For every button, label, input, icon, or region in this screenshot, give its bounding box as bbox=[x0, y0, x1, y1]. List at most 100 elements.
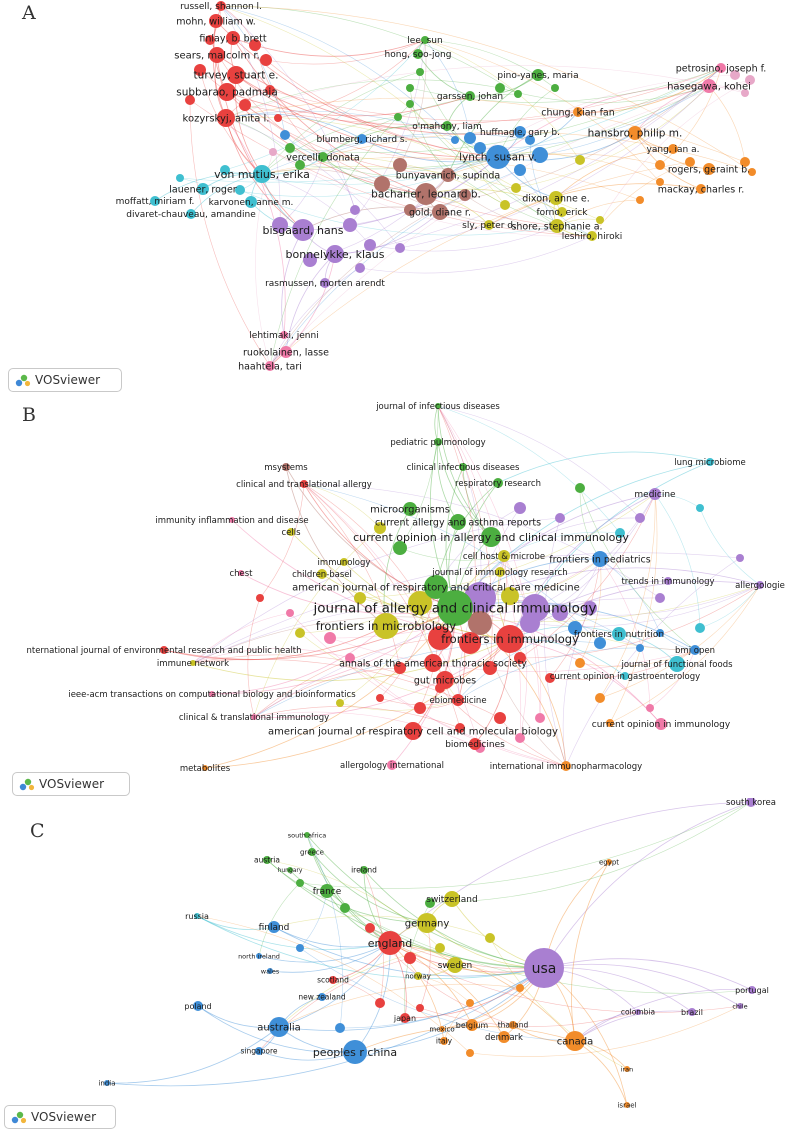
author-node bbox=[320, 278, 330, 288]
journal-link bbox=[497, 451, 711, 484]
country-label: germany bbox=[405, 919, 450, 930]
country-node bbox=[340, 903, 350, 913]
author-link bbox=[254, 44, 324, 158]
country-label: hungary bbox=[278, 867, 303, 874]
author-link bbox=[479, 85, 710, 149]
journal-label: trends in immunology bbox=[621, 577, 714, 587]
journal-link bbox=[599, 493, 656, 699]
country-link bbox=[196, 915, 391, 950]
author-link bbox=[289, 147, 449, 178]
author-node bbox=[514, 126, 526, 138]
author-link bbox=[322, 136, 456, 158]
panel-letter: A bbox=[22, 2, 36, 24]
author-link bbox=[708, 85, 746, 163]
journal-link bbox=[579, 649, 696, 667]
author-node bbox=[550, 219, 564, 233]
author-node bbox=[220, 165, 230, 175]
author-node bbox=[194, 64, 206, 76]
author-link bbox=[154, 172, 263, 202]
journal-node bbox=[561, 761, 571, 771]
journal-link bbox=[457, 627, 576, 701]
author-node bbox=[549, 191, 563, 205]
author-label: rogers, geraint b. bbox=[668, 164, 750, 175]
country-link bbox=[389, 942, 473, 1026]
author-label: yang, ian a. bbox=[647, 145, 700, 155]
journal-link bbox=[163, 607, 456, 660]
country-label: russia bbox=[185, 912, 209, 921]
author-node bbox=[596, 216, 604, 224]
country-node bbox=[447, 957, 463, 973]
author-link bbox=[244, 104, 449, 176]
author-link bbox=[399, 39, 427, 166]
journal-link bbox=[192, 552, 741, 664]
country-link bbox=[106, 1026, 280, 1084]
journal-label: biomedicines bbox=[445, 740, 505, 750]
country-link bbox=[273, 926, 545, 977]
journal-label: current allergy and asthma reports bbox=[375, 517, 541, 528]
author-node bbox=[421, 36, 429, 44]
author-node bbox=[253, 165, 271, 183]
journal-node bbox=[202, 765, 208, 771]
country-link bbox=[429, 801, 752, 904]
vosviewer-label: VOSviewer bbox=[31, 1110, 97, 1124]
journal-node bbox=[190, 660, 196, 666]
journal-link bbox=[562, 607, 591, 767]
country-node bbox=[255, 1047, 263, 1055]
journal-node bbox=[664, 577, 672, 585]
journal-node bbox=[649, 488, 661, 500]
journal-link bbox=[437, 405, 541, 719]
country-link bbox=[273, 915, 491, 939]
author-link bbox=[220, 5, 519, 95]
author-node bbox=[364, 239, 376, 251]
author-link bbox=[225, 65, 746, 119]
author-link bbox=[591, 79, 751, 237]
author-link bbox=[216, 54, 304, 231]
country-label: poland bbox=[184, 1002, 211, 1011]
author-node bbox=[464, 132, 476, 144]
author-link bbox=[224, 39, 426, 171]
country-link bbox=[197, 1005, 356, 1053]
author-link bbox=[220, 5, 456, 141]
journal-node bbox=[555, 513, 565, 523]
country-link bbox=[311, 851, 428, 924]
author-link bbox=[634, 85, 710, 134]
country-link bbox=[266, 859, 441, 949]
journal-label: gut microbes bbox=[414, 675, 476, 686]
country-label: colombia bbox=[621, 1008, 655, 1017]
author-label: haahtela, tari bbox=[238, 361, 302, 372]
author-node bbox=[656, 178, 664, 186]
journal-link bbox=[503, 555, 542, 719]
author-link bbox=[591, 161, 691, 237]
country-label: denmark bbox=[485, 1033, 523, 1043]
journal-link bbox=[609, 584, 761, 724]
author-label: divaret-chauveau, amandine bbox=[126, 210, 256, 220]
author-node bbox=[295, 160, 305, 170]
author-label: gold, diane r. bbox=[409, 207, 471, 218]
country-node bbox=[688, 1008, 696, 1016]
country-node bbox=[256, 953, 262, 959]
journal-label: annals of the american thoracic society bbox=[339, 658, 527, 669]
author-link bbox=[269, 267, 361, 367]
journal-label: nternational journal of environmental re… bbox=[26, 646, 301, 656]
author-label: subbarao, padmaja bbox=[176, 87, 278, 99]
country-link bbox=[278, 947, 441, 1028]
author-node bbox=[415, 183, 437, 205]
author-label: garssen, johan bbox=[437, 92, 503, 102]
journal-node bbox=[568, 621, 582, 635]
journal-label: frontiers in immunology bbox=[441, 632, 579, 646]
country-node bbox=[329, 976, 337, 984]
country-node bbox=[466, 1019, 478, 1031]
author-link bbox=[519, 169, 593, 237]
country-link bbox=[389, 942, 576, 1042]
journal-node bbox=[160, 646, 168, 654]
author-label: shore, stephanie a. bbox=[511, 221, 602, 232]
author-label: kozyrskyj, anita l. bbox=[183, 114, 270, 125]
country-link bbox=[363, 869, 545, 969]
country-label: wales bbox=[261, 967, 280, 975]
author-node bbox=[532, 147, 548, 163]
country-label: norway bbox=[405, 972, 431, 980]
journal-link bbox=[192, 612, 291, 664]
journal-link bbox=[479, 622, 567, 767]
country-node bbox=[416, 1004, 424, 1012]
country-link bbox=[278, 967, 545, 1031]
